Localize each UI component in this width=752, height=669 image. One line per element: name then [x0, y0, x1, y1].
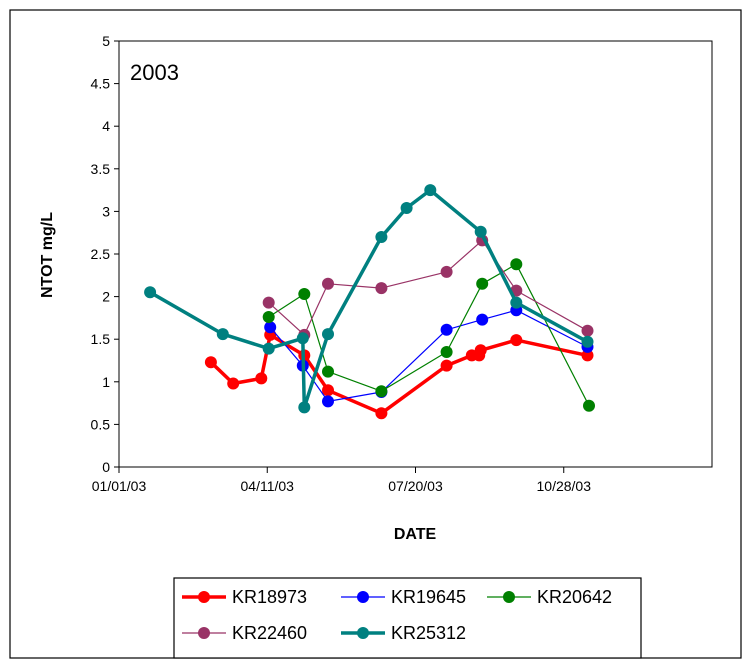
y-tick-label: 4.5 — [91, 76, 111, 92]
data-point — [144, 286, 157, 299]
legend-label: KR25312 — [391, 623, 466, 643]
data-point — [227, 377, 240, 390]
data-point — [375, 385, 388, 398]
y-tick-label: 4 — [102, 118, 110, 134]
data-point — [255, 372, 268, 385]
data-point — [262, 296, 275, 309]
legend-item: KR20642 — [487, 587, 612, 607]
data-point — [216, 328, 229, 341]
legend-item: KR18973 — [182, 587, 307, 607]
legend-label: KR22460 — [232, 623, 307, 643]
data-point — [476, 313, 489, 326]
y-tick-label: 1.5 — [91, 331, 111, 347]
series-KR18973 — [204, 328, 594, 420]
data-point — [375, 282, 388, 295]
data-point — [510, 258, 523, 271]
x-tick-label: 01/01/03 — [92, 478, 147, 494]
legend-marker — [357, 591, 369, 603]
x-axis-title: DATE — [394, 526, 437, 543]
y-tick-label: 3 — [102, 203, 110, 219]
data-point — [583, 399, 595, 412]
series-line — [268, 263, 590, 406]
data-point — [581, 335, 594, 348]
legend-label: KR18973 — [232, 587, 307, 607]
y-axis: 0 0.5 1 1.5 2 2.5 3 3.5 4 4.5 5 — [91, 33, 119, 475]
legend: KR18973 KR19645 KR20642 KR22460 KR25312 — [182, 587, 612, 643]
data-point — [322, 395, 334, 408]
y-axis-title: NTOT mg/L — [39, 212, 56, 298]
data-point — [322, 328, 334, 341]
y-tick-label: 0.5 — [91, 416, 111, 432]
x-tick-label: 07/20/03 — [388, 478, 443, 494]
legend-label: KR19645 — [391, 587, 466, 607]
data-point — [296, 332, 309, 345]
data-point — [262, 311, 275, 323]
legend-box — [173, 577, 642, 659]
data-point — [474, 344, 487, 357]
data-point — [375, 231, 388, 243]
y-tick-label: 2.5 — [91, 246, 111, 262]
legend-item: KR19645 — [341, 587, 466, 607]
data-point — [581, 349, 594, 362]
data-point — [476, 277, 489, 290]
data-point — [322, 365, 334, 378]
legend-marker — [198, 627, 210, 639]
data-point — [510, 296, 523, 309]
data-point — [298, 401, 311, 414]
y-tick-label: 0 — [102, 459, 110, 475]
data-point — [264, 321, 277, 334]
y-tick-label: 5 — [102, 33, 110, 49]
x-axis: 01/01/03 04/11/03 07/20/03 10/28/03 — [92, 467, 591, 494]
data-point — [262, 342, 275, 355]
y-tick-label: 3.5 — [91, 161, 111, 177]
series-KR20642 — [262, 258, 595, 412]
data-point — [322, 384, 334, 397]
series-KR25312 — [144, 184, 594, 414]
data-point — [440, 359, 453, 372]
data-point — [440, 323, 453, 336]
y-tick-label: 2 — [102, 289, 110, 305]
x-tick-label: 04/11/03 — [241, 478, 295, 494]
legend-label: KR20642 — [537, 587, 612, 607]
data-point — [322, 277, 334, 290]
data-point — [375, 407, 388, 420]
data-point — [474, 225, 487, 238]
data-point — [440, 346, 453, 358]
x-tick-label: 10/28/03 — [537, 478, 592, 494]
legend-marker — [198, 591, 210, 603]
series-line — [149, 188, 589, 410]
panel-year-label: 2003 — [130, 60, 179, 85]
series-layer — [144, 184, 595, 420]
series-line — [268, 239, 588, 336]
data-point — [440, 265, 453, 278]
data-point — [424, 184, 437, 197]
data-point — [581, 324, 594, 337]
legend-marker — [357, 627, 369, 639]
data-point — [510, 334, 523, 347]
data-point — [298, 288, 311, 300]
data-point — [400, 202, 413, 214]
data-point — [204, 356, 217, 369]
legend-item: KR25312 — [341, 623, 466, 643]
plot-area — [118, 40, 713, 468]
legend-item: KR22460 — [182, 623, 307, 643]
legend-marker — [503, 591, 515, 603]
y-tick-label: 1 — [102, 374, 110, 390]
